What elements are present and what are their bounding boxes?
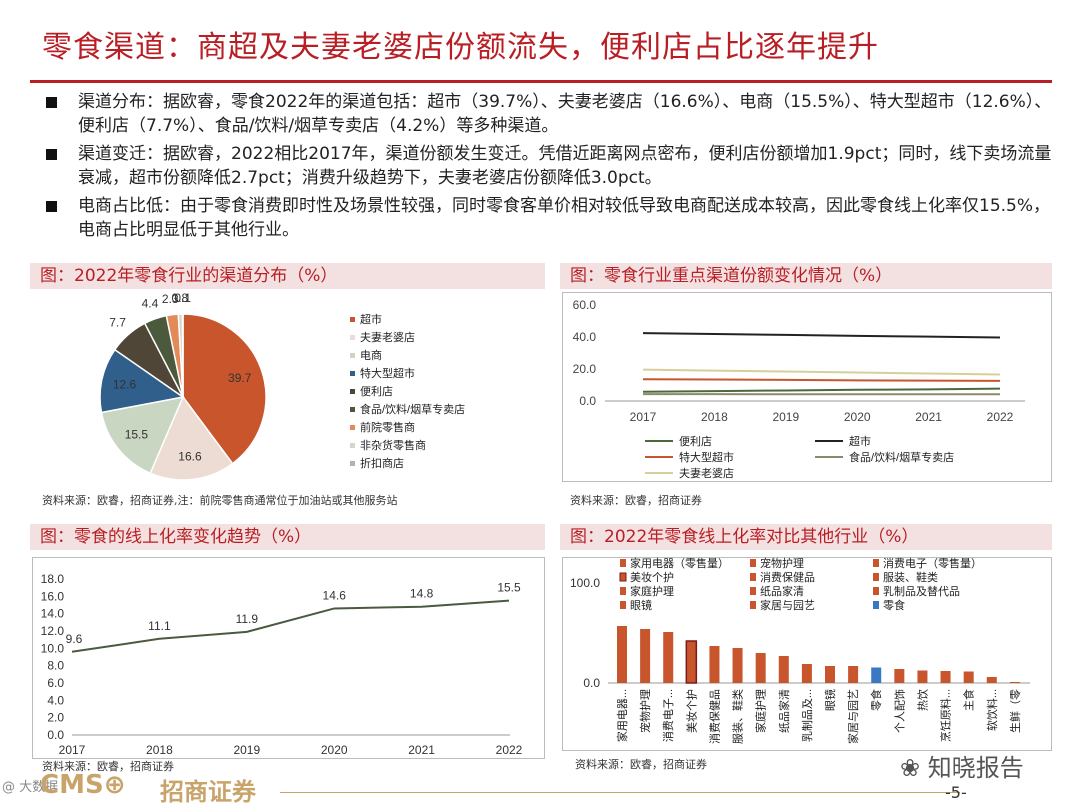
bars-panel-title: 图：2022年零食线上化率对比其他行业（%） — [560, 524, 1052, 550]
legend-swatch — [350, 317, 355, 322]
bullet-text: 电商占比低：由于零食消费即时性及场景性较强，同时零食客单价相对较低导致电商配送成… — [78, 196, 1051, 240]
pie-slice — [182, 313, 267, 465]
pie-data-label: 39.7 — [228, 371, 252, 385]
logo-glyph-icon: ⊕ — [103, 770, 126, 800]
pie-data-label: 4.4 — [142, 297, 159, 311]
page-number: -5- — [945, 783, 967, 802]
pie-legend-label: 食品/饮料/烟草专卖店 — [360, 402, 465, 416]
legend-swatch — [350, 461, 355, 466]
pie-slice — [143, 314, 184, 398]
pie-source-note: 资料来源：欧睿，招商证券,注：前院零售商通常位于加油站或其他服务站 — [42, 494, 398, 507]
pie-data-label: 0.1 — [174, 291, 191, 305]
online-panel-title: 图：零食的线上化率变化趋势（%） — [30, 524, 545, 550]
bullet-list: 渠道分布：据欧睿，零食2022年的渠道包括：超市（39.7%）、夫妻老婆店（16… — [40, 90, 1055, 246]
page-title: 零食渠道：商超及夫妻老婆店份额流失，便利店占比逐年提升 — [42, 30, 879, 65]
pie-data-label: 0.8 — [172, 291, 189, 305]
pie-data-label: 7.7 — [109, 316, 126, 330]
online-source-note: 资料来源：欧睿，招商证券 — [42, 760, 174, 773]
watermark-left: @ 大数据 — [2, 780, 59, 795]
line-chart-frame — [562, 292, 1052, 482]
bullet-square-icon — [46, 97, 57, 108]
pie-legend-label: 电商 — [360, 348, 382, 362]
legend-swatch — [350, 335, 355, 340]
pie-slice — [165, 313, 184, 398]
bullet-item: 渠道变迁：据欧睿，2022相比2017年，渠道份额发生变迁。凭借近距离网点密布，… — [40, 142, 1055, 190]
watermark-right-text: 知晓报告 — [927, 754, 1024, 782]
bullet-item: 电商占比低：由于零食消费即时性及场景性较强，同时零食客单价相对较低导致电商配送成… — [40, 194, 1055, 242]
pie-slice — [113, 322, 184, 398]
pie-slice — [149, 395, 234, 481]
pie-data-label: 16.6 — [178, 449, 202, 463]
brand-logo: CMS⊕ — [40, 770, 125, 800]
pie-slice — [100, 396, 185, 475]
bullet-text: 渠道变迁：据欧睿，2022相比2017年，渠道份额发生变迁。凭借近距离网点密布，… — [78, 144, 1052, 188]
pie-legend-label: 折扣商店 — [360, 456, 404, 470]
footer-divider — [280, 792, 960, 793]
pie-legend-label: 非杂货零售商 — [360, 438, 426, 452]
bullet-item: 渠道分布：据欧睿，零食2022年的渠道包括：超市（39.7%）、夫妻老婆店（16… — [40, 90, 1055, 138]
pie-data-label: 15.5 — [125, 427, 149, 441]
online-chart-frame — [32, 557, 545, 759]
pie-legend-label: 特大型超市 — [360, 366, 415, 380]
bars-chart-frame — [562, 557, 1052, 751]
title-divider — [30, 80, 1052, 83]
pie-data-label: 2.3 — [162, 292, 179, 306]
bullet-square-icon — [46, 149, 57, 160]
line-source-note: 资料来源：欧睿，招商证券 — [570, 494, 702, 507]
pie-legend-label: 便利店 — [360, 384, 393, 398]
brand-name: 招商证券 — [160, 777, 256, 806]
legend-swatch — [350, 389, 355, 394]
bullet-square-icon — [46, 201, 57, 212]
watermark-right: ❀ 知晓报告 — [900, 748, 1024, 783]
logo-text: CMS — [40, 770, 104, 800]
legend-swatch — [350, 443, 355, 448]
bullet-text: 渠道分布：据欧睿，零食2022年的渠道包括：超市（39.7%）、夫妻老婆店（16… — [78, 92, 1052, 136]
pie-slice — [177, 313, 184, 398]
wechat-icon: ❀ — [900, 754, 921, 782]
pie-legend-label: 超市 — [360, 312, 382, 326]
pie-legend-label: 夫妻老婆店 — [360, 330, 415, 344]
legend-swatch — [350, 425, 355, 430]
legend-swatch — [350, 353, 355, 358]
pie-slice — [181, 313, 184, 398]
pie-data-label: 12.6 — [113, 378, 137, 392]
bars-source-note: 资料来源：欧睿，招商证券 — [575, 758, 707, 771]
pie-slice — [99, 348, 185, 414]
legend-swatch — [350, 371, 355, 376]
legend-swatch — [350, 407, 355, 412]
pie-legend-label: 前院零售商 — [360, 420, 415, 434]
pie-panel-title: 图：2022年零食行业的渠道分布（%） — [30, 263, 545, 289]
line-panel-title: 图：零食行业重点渠道份额变化情况（%） — [560, 263, 1052, 289]
